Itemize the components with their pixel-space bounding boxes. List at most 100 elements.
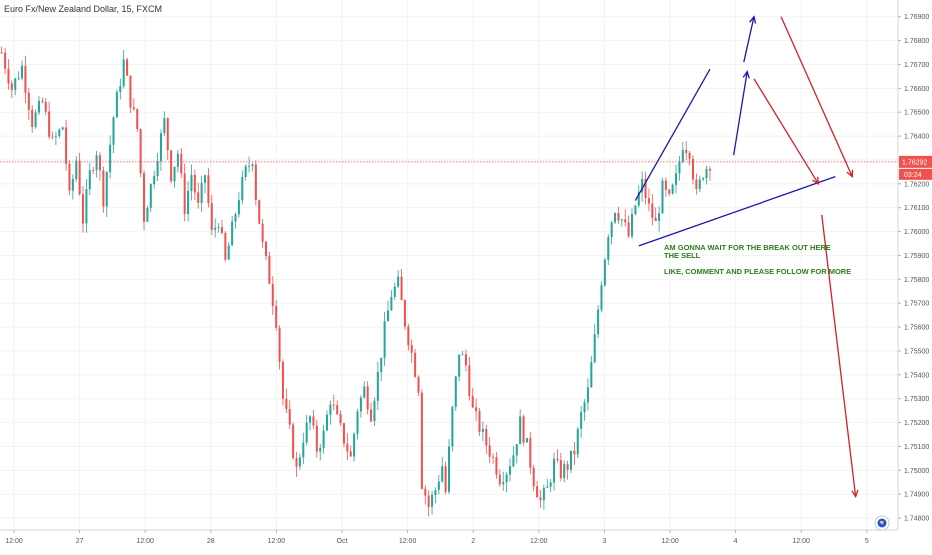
candle xyxy=(495,452,498,479)
price-tick-label: 1.76800 xyxy=(904,38,929,45)
candle xyxy=(437,474,440,495)
bullish-arrow[interactable] xyxy=(743,15,757,63)
candle xyxy=(651,194,654,226)
candle xyxy=(190,164,193,201)
candle xyxy=(620,218,623,227)
candle xyxy=(705,165,708,185)
candle xyxy=(258,199,261,225)
candle xyxy=(563,460,566,483)
price-tick-label: 1.76400 xyxy=(904,134,929,141)
candle xyxy=(464,349,467,372)
candle xyxy=(410,339,413,363)
price-tick-label: 1.74800 xyxy=(904,516,929,523)
candle xyxy=(373,397,376,426)
candle xyxy=(268,251,271,285)
time-axis[interactable]: 12:00 27 12:00 28 12:00 Oct 12:00 2 12:00 3 12:00 4… xyxy=(0,529,898,550)
candle xyxy=(17,71,20,81)
bullish-arrow[interactable] xyxy=(733,70,750,156)
price-axis[interactable]: 1.76900 1.76800 1.76700 1.76600 1.76500 1.764… xyxy=(897,0,932,550)
candle xyxy=(614,212,617,225)
candle xyxy=(627,215,630,238)
candle xyxy=(329,400,332,425)
candle xyxy=(27,87,30,121)
candle xyxy=(309,414,312,431)
candle xyxy=(573,441,576,465)
candle xyxy=(427,490,430,517)
candle xyxy=(109,135,112,179)
annotation-line-1: AM GONNA WAIT FOR THE BREAK OUT HERE xyxy=(664,243,831,252)
annotation-line-2: THE SELL xyxy=(664,251,701,260)
bearish-arrow[interactable] xyxy=(753,78,820,186)
tradingview-logo-icon[interactable] xyxy=(874,515,890,531)
candle xyxy=(586,378,589,411)
candle xyxy=(356,408,359,440)
candle xyxy=(183,163,186,222)
price-tick-label: 1.75700 xyxy=(904,301,929,308)
candle xyxy=(214,218,217,238)
candle xyxy=(234,212,237,229)
candle xyxy=(559,452,562,482)
candle xyxy=(139,128,142,178)
candle xyxy=(393,282,396,301)
candle xyxy=(41,97,44,104)
candle xyxy=(346,433,349,461)
time-tick-label: 12:00 xyxy=(530,538,548,545)
price-tick-label: 1.75900 xyxy=(904,253,929,260)
candle xyxy=(634,204,637,216)
candle xyxy=(0,46,3,54)
candle xyxy=(553,452,556,491)
candle xyxy=(478,407,481,437)
candle xyxy=(112,116,115,154)
candle xyxy=(254,160,257,206)
candle xyxy=(481,421,484,442)
bearish-arrow[interactable] xyxy=(821,214,859,499)
candle xyxy=(637,185,640,208)
candle xyxy=(34,109,37,129)
triangle-lower-line[interactable] xyxy=(638,176,836,247)
candle xyxy=(224,231,227,262)
candle xyxy=(163,111,166,137)
candle xyxy=(397,270,400,289)
price-tick-label: 1.75500 xyxy=(904,348,929,355)
candle xyxy=(576,426,579,459)
candle xyxy=(244,164,247,181)
candle xyxy=(505,471,508,493)
candle xyxy=(61,126,64,131)
candles-group xyxy=(0,46,711,517)
annotation-line-3: LIKE, COMMENT AND PLEASE FOLLOW FOR MORE xyxy=(664,267,852,276)
candle xyxy=(383,312,386,366)
candle xyxy=(630,208,634,239)
candle xyxy=(444,461,447,495)
candle xyxy=(380,357,383,382)
candle xyxy=(95,150,98,178)
chart-title: Euro Fx/New Zealand Dollar, 15, FXCM xyxy=(4,4,163,14)
time-tick-label: 4 xyxy=(734,538,738,545)
candle xyxy=(603,257,606,287)
time-tick-label: 12:00 xyxy=(5,538,23,545)
candle xyxy=(197,182,200,209)
time-tick-label: 12:00 xyxy=(136,538,154,545)
candle xyxy=(420,389,423,490)
candle xyxy=(237,192,240,218)
candle xyxy=(305,414,308,446)
bearish-arrow[interactable] xyxy=(780,16,854,179)
svg-text:03:24: 03:24 xyxy=(904,172,922,179)
candle xyxy=(644,171,647,205)
candle xyxy=(122,50,125,89)
candle xyxy=(275,300,278,331)
candle xyxy=(241,170,244,205)
candle xyxy=(515,444,518,464)
candle xyxy=(431,491,434,515)
triangle-upper-line[interactable] xyxy=(634,68,711,201)
candle xyxy=(261,218,264,248)
candle xyxy=(325,410,329,432)
candle xyxy=(31,105,34,133)
candle xyxy=(542,484,545,510)
candle xyxy=(58,128,61,139)
candle xyxy=(529,432,532,475)
candle xyxy=(65,120,68,171)
candle xyxy=(302,432,305,464)
candle xyxy=(400,269,403,301)
